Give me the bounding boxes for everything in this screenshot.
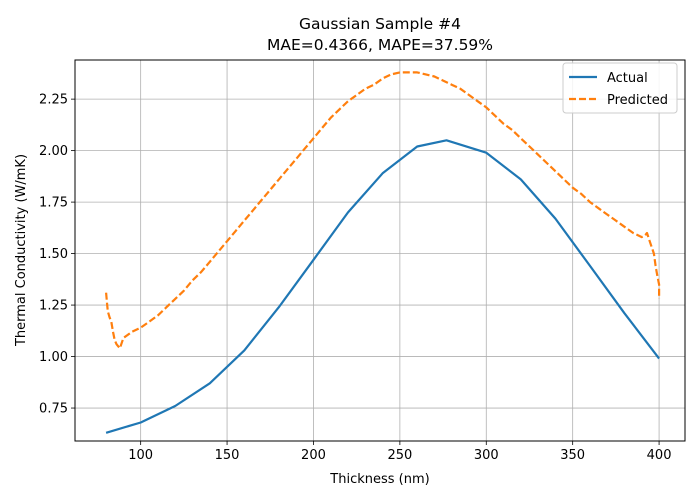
axis-ticks: 100 150 200 250 300 350 400 0.75 1.00 1.25 1.50 1.7… xyxy=(39,93,671,463)
x-tick-label: 250 xyxy=(387,448,412,463)
x-tick-label: 400 xyxy=(647,448,672,463)
legend-label-actual: Actual xyxy=(607,71,648,86)
chart-title: Gaussian Sample #4 xyxy=(299,15,461,33)
legend-frame xyxy=(562,62,678,114)
x-axis-label: Thickness (nm) xyxy=(329,472,429,487)
x-tick-label: 100 xyxy=(128,448,153,463)
series-layer xyxy=(105,71,661,434)
x-tick-label: 200 xyxy=(301,448,326,463)
y-axis-label: Thermal Conductivity (W/mK) xyxy=(14,154,29,347)
plot-frame xyxy=(74,59,686,442)
y-tick-label: 0.75 xyxy=(39,402,68,417)
legend: Actual Predicted xyxy=(562,62,678,114)
chart-subtitle: MAE=0.4366, MAPE=37.59% xyxy=(267,36,493,54)
x-tick-label: 300 xyxy=(474,448,499,463)
y-tick-label: 1.75 xyxy=(39,196,68,211)
x-tick-label: 150 xyxy=(215,448,240,463)
series-line-actual xyxy=(105,139,660,434)
series-line-predicted xyxy=(105,71,661,350)
y-tick-label: 1.25 xyxy=(39,299,68,314)
x-tick-label: 350 xyxy=(560,448,585,463)
y-tick-label: 1.00 xyxy=(39,350,68,365)
y-tick-label: 1.50 xyxy=(39,247,68,262)
y-tick-label: 2.00 xyxy=(39,144,68,159)
legend-label-predicted: Predicted xyxy=(607,93,668,108)
y-tick-label: 2.25 xyxy=(39,93,68,108)
grid xyxy=(75,60,685,441)
